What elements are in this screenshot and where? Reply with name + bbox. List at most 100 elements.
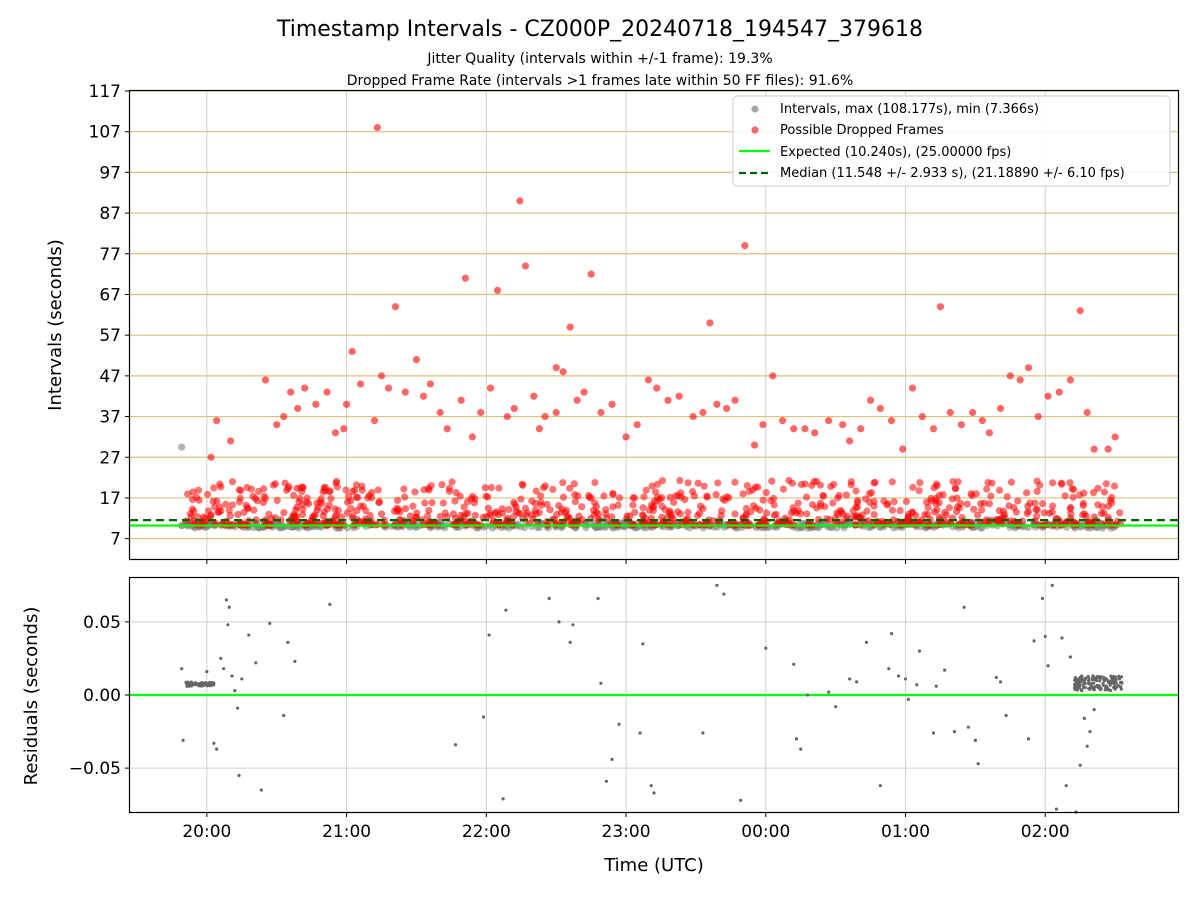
residual-point	[1091, 687, 1096, 692]
residual-point	[1075, 688, 1079, 692]
dropped-frame-cluster-point	[1116, 509, 1124, 517]
dropped-frame-cluster-point	[649, 503, 658, 511]
dropped-frame-cluster-point	[555, 501, 563, 510]
dropped-frame-cluster-point	[189, 488, 197, 496]
dropped-frame-cluster-point	[623, 512, 631, 520]
residual-point	[230, 674, 234, 678]
dropped-frame-cluster-point	[1014, 520, 1022, 528]
dropped-frame-cluster-point	[512, 507, 520, 515]
dropped-frame-cluster-point	[211, 503, 219, 511]
residual-point	[1082, 681, 1086, 685]
residual-point	[1080, 688, 1084, 692]
dropped-frame-cluster-point	[470, 499, 478, 507]
residual-point	[1046, 664, 1050, 668]
dropped-frame-point	[653, 384, 661, 392]
dropped-frame-point	[887, 417, 896, 425]
residuals-y-tick-label: 0.05	[83, 613, 121, 633]
residual-point	[1026, 737, 1031, 741]
residual-point	[1082, 716, 1086, 721]
time-x-ticks: 20:00 21:00 22:00 23:00 00:00 01:00 02:00	[182, 812, 1070, 842]
dropped-frame-cluster-point	[767, 497, 775, 505]
dropped-frame-cluster-point	[190, 507, 198, 515]
residual-point	[1004, 713, 1008, 718]
dropped-frame-cluster-point	[943, 518, 951, 526]
residual-point	[1072, 678, 1077, 682]
dropped-frame-point	[559, 368, 567, 376]
dropped-frame-cluster-point	[1089, 488, 1098, 497]
dropped-frame-cluster-point	[439, 499, 448, 507]
residual-point	[235, 706, 240, 710]
dropped-frame-cluster-point	[471, 511, 480, 519]
residuals-panel: 0.05 0.00 −0.05 20:00 21:00 22:00 23:00 00:00 0…	[21, 576, 1180, 876]
dropped-frame-cluster-point	[797, 480, 806, 489]
dropped-frame-cluster-point	[493, 508, 501, 516]
dropped-frame-cluster-point	[299, 500, 307, 508]
dropped-frame-cluster-point	[1108, 493, 1116, 502]
dropped-frame-cluster-point	[1057, 479, 1065, 487]
dropped-frame-point	[759, 421, 767, 429]
dropped-frame-cluster-point	[808, 501, 817, 509]
dropped-frame-point	[373, 124, 381, 132]
residual-point	[1092, 681, 1096, 685]
legend: Intervals, max (108.177s), min (7.366s) …	[732, 95, 1171, 187]
dropped-frame-cluster-point	[487, 483, 495, 492]
dropped-frame-cluster-point	[631, 508, 639, 516]
dropped-frame-cluster-point	[365, 491, 373, 499]
residual-point	[641, 642, 645, 646]
dropped-frame-cluster-point	[1097, 509, 1106, 517]
dropped-frame-cluster-point	[484, 493, 492, 501]
dropped-frame-point	[294, 404, 302, 413]
dropped-frame-cluster-point	[1003, 493, 1011, 501]
legend-box	[732, 95, 1171, 187]
dropped-frame-cluster-point	[1080, 510, 1088, 518]
dropped-frame-cluster-point	[401, 493, 409, 501]
dropped-frame-cluster-point	[498, 505, 506, 513]
dropped-frame-cluster-point	[954, 478, 962, 486]
residual-point	[1077, 685, 1081, 689]
dropped-frame-cluster-point	[916, 479, 924, 487]
residual-point	[1081, 678, 1085, 682]
dropped-frame-cluster-point	[296, 484, 305, 492]
residual-point	[1099, 675, 1104, 679]
intervals-y-tick-label: 27	[99, 448, 121, 468]
dropped-frame-point	[401, 388, 409, 396]
residual-point	[293, 659, 297, 663]
dropped-frame-cluster-point	[528, 511, 536, 519]
dropped-frame-point	[801, 425, 809, 433]
dropped-frame-point	[608, 400, 616, 408]
residual-point	[722, 592, 726, 596]
dropped-frame-cluster-point	[460, 503, 468, 511]
intervals-y-tick-label: 7	[110, 530, 121, 550]
residual-point	[943, 668, 947, 672]
dropped-frame-point	[587, 270, 595, 278]
dropped-frame-cluster-point	[1094, 484, 1102, 492]
residuals-y-tick-label: 0.00	[83, 686, 121, 706]
residual-point	[233, 689, 237, 693]
dropped-frame-cluster-point	[1045, 509, 1053, 517]
residual-point	[328, 602, 332, 606]
dropped-frame-cluster-point	[1066, 479, 1074, 487]
dropped-frame-point	[699, 408, 707, 417]
residual-point	[1040, 596, 1045, 601]
dropped-frame-cluster-point	[249, 492, 257, 500]
dropped-frame-point	[1090, 445, 1098, 453]
dropped-frame-cluster-point	[987, 492, 995, 500]
dropped-frame-cluster-point	[484, 504, 492, 512]
dropped-frame-cluster-point	[602, 506, 610, 514]
residual-point	[487, 633, 491, 637]
dropped-frame-cluster-point	[495, 484, 503, 492]
dropped-frame-cluster-point	[1024, 502, 1032, 510]
dropped-frame-cluster-point	[1102, 480, 1110, 488]
residual-point	[1109, 674, 1113, 678]
residual-point	[1088, 729, 1092, 734]
dropped-frame-cluster-point	[320, 508, 328, 516]
dropped-frame-point	[633, 421, 641, 429]
dropped-frame-cluster-point	[731, 478, 739, 486]
dropped-frame-cluster-point	[847, 481, 855, 489]
residual-point	[1117, 676, 1121, 680]
dropped-frame-cluster-point	[353, 506, 361, 515]
dropped-frame-point	[946, 408, 954, 417]
dropped-frame-cluster-point	[812, 477, 821, 485]
dropped-frame-cluster-point	[684, 508, 692, 516]
residual-point	[547, 596, 551, 601]
